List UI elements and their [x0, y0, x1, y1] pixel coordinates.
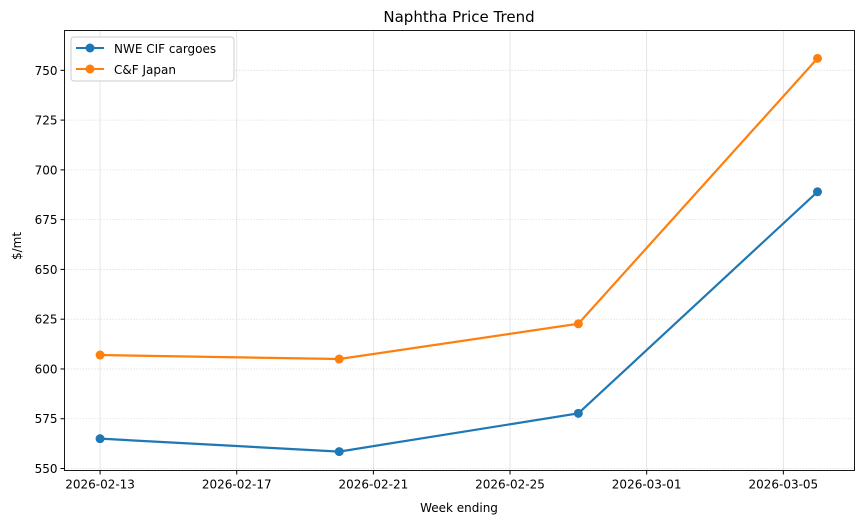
- y-tick-label: 550: [35, 462, 58, 476]
- series-lines: [95, 53, 822, 457]
- y-tick-label: 575: [35, 412, 58, 426]
- grid: [64, 30, 855, 471]
- x-tick-label: 2026-02-17: [202, 478, 272, 492]
- y-tick-label: 700: [35, 163, 58, 177]
- data-point-0-0: [95, 434, 105, 444]
- y-tick-label: 675: [35, 213, 58, 227]
- data-point-1-0: [95, 350, 105, 360]
- y-tick-label: 725: [35, 114, 58, 128]
- chart-title: Naphtha Price Trend: [383, 8, 534, 26]
- legend: NWE CIF cargoes C&F Japan: [70, 36, 235, 82]
- data-point-0-1: [334, 447, 344, 457]
- x-tick-label: 2026-02-25: [475, 478, 545, 492]
- y-tick-label: 650: [35, 263, 58, 277]
- legend-marker-nwe: [85, 43, 95, 53]
- y-tick-label: 750: [35, 64, 58, 78]
- data-point-1-3: [812, 53, 822, 63]
- plot-frame: [64, 30, 855, 471]
- x-tick-label: 2026-03-05: [748, 478, 818, 492]
- legend-label-japan: C&F Japan: [114, 63, 176, 77]
- x-axis-label: Week ending: [420, 501, 498, 515]
- ticks: 2026-02-13 2026-02-17 2026-02-21 2026-02-25…: [35, 64, 819, 492]
- x-tick-label: 2026-02-13: [65, 478, 135, 492]
- y-tick-label: 600: [35, 362, 58, 376]
- legend-box: [70, 36, 235, 82]
- series-line-0: [100, 190, 819, 453]
- series-line-1: [100, 57, 819, 361]
- legend-marker-japan: [85, 64, 95, 74]
- data-point-1-1: [334, 354, 344, 364]
- data-point-1-2: [573, 319, 583, 329]
- y-tick-label: 625: [35, 313, 58, 327]
- legend-label-nwe: NWE CIF cargoes: [114, 42, 216, 56]
- y-axis-label: $/mt: [10, 232, 24, 260]
- data-point-0-3: [812, 187, 822, 197]
- x-tick-label: 2026-03-01: [612, 478, 682, 492]
- data-point-0-2: [573, 408, 583, 418]
- x-tick-label: 2026-02-21: [339, 478, 409, 492]
